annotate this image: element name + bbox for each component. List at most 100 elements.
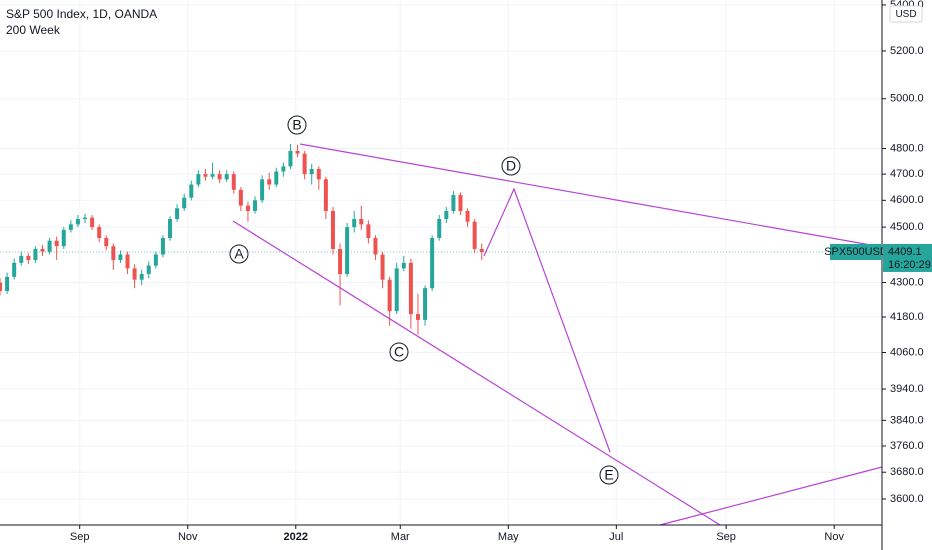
candle-body [0, 282, 2, 292]
price-label: 4409.1 [888, 246, 922, 258]
x-tick-label: Nov [178, 531, 198, 543]
wave-label: A [229, 244, 249, 264]
grid [0, 0, 882, 525]
candle-body [309, 168, 314, 175]
candle-body [380, 254, 385, 280]
candle-body [408, 262, 413, 315]
candle-body [217, 174, 222, 180]
last-price: SPX500USD 4409.116:20:29 [0, 243, 932, 272]
candle-body [132, 268, 137, 280]
x-tick-label: Mar [391, 531, 410, 543]
y-tick-label: 5000.0 [890, 93, 924, 105]
candle-body [146, 265, 151, 275]
candle-body [366, 224, 371, 238]
wave-label: D [501, 156, 521, 176]
x-tick-label: Nov [824, 531, 844, 543]
candle-body [168, 219, 173, 238]
candle-body [451, 195, 456, 211]
candle-body [323, 179, 328, 211]
candle-body [111, 246, 116, 261]
time-axis-bg [0, 525, 882, 550]
candle-body [302, 153, 307, 175]
candle-body [118, 254, 123, 261]
candle-body [68, 224, 73, 230]
candle-body [189, 184, 194, 198]
wave-letter: B [292, 117, 301, 133]
candle-body [458, 195, 463, 211]
x-tick-label: Sep [70, 531, 90, 543]
candle-body [104, 237, 109, 247]
candle-body [26, 255, 31, 261]
candle-body [295, 151, 300, 154]
candle-body [231, 174, 236, 190]
countdown-label: 16:20:29 [888, 259, 931, 271]
candle-body [415, 314, 420, 320]
wave-letter: C [394, 344, 404, 360]
x-tick-label: Jul [609, 531, 623, 543]
wave-letter: D [506, 158, 516, 174]
candle-body [12, 262, 17, 277]
candle-body [5, 276, 10, 292]
candles [0, 143, 484, 335]
candle-body [352, 219, 357, 228]
trend-line [299, 143, 883, 248]
candle-body [210, 174, 215, 177]
candle-body [345, 227, 350, 275]
candle-body [238, 189, 243, 206]
y-tick-label: 5400.0 [890, 0, 924, 11]
candle-body [61, 229, 66, 247]
candle-body [423, 288, 428, 320]
wave-label: B [287, 115, 307, 135]
x-tick-label: Sep [716, 531, 736, 543]
projection-line [483, 187, 611, 453]
candle-body [203, 174, 208, 177]
candle-body [401, 262, 406, 269]
candle-body [196, 174, 201, 185]
y-tick-label: 4600.0 [890, 194, 924, 206]
candle-body [260, 179, 265, 201]
candle-body [465, 210, 470, 222]
trend-line [232, 220, 721, 526]
candle-body [316, 168, 321, 180]
candle-body [160, 237, 165, 255]
wave-drawing[interactable]: A B C D E [229, 115, 883, 526]
candle-body [224, 174, 229, 180]
candle-body [19, 255, 24, 263]
wave-letter: A [234, 246, 244, 262]
candle-body [274, 171, 279, 185]
candle-body [47, 240, 52, 252]
symbol-label: SPX500USD [824, 246, 888, 258]
currency-label[interactable]: USD [895, 9, 916, 20]
candle-body [288, 151, 293, 167]
y-tick-label: 4300.0 [890, 276, 924, 288]
candle-body [267, 179, 272, 185]
candle-body [139, 274, 144, 280]
candle-body [430, 237, 435, 289]
candle-body [253, 200, 258, 211]
candle-body [437, 219, 442, 238]
candle-body [75, 219, 80, 225]
wave-label: E [599, 465, 619, 485]
y-tick-label: 3600.0 [890, 493, 924, 505]
candle-body [245, 205, 250, 211]
y-tick-label: 4800.0 [890, 142, 924, 154]
candle-body [444, 210, 449, 220]
currency-box[interactable] [889, 5, 923, 23]
x-tick-label: May [498, 531, 519, 543]
y-tick-label: 4180.0 [890, 311, 924, 323]
y-tick-label: 5200.0 [890, 45, 924, 57]
wave-letter: E [604, 467, 613, 483]
candle-body [125, 254, 130, 269]
y-tick-label: 4500.0 [890, 221, 924, 233]
candle-body [472, 221, 477, 249]
candle-body [394, 268, 399, 312]
axes: 5400.0 5200.0 5000.0 4800.0 4700.0 4600.0 4500… [70, 0, 924, 543]
candle-body [387, 279, 392, 312]
y-tick-label: 3760.0 [890, 440, 924, 452]
candle-body [330, 210, 335, 249]
candle-body [175, 208, 180, 220]
y-tick-label: 4700.0 [890, 168, 924, 180]
candle-body [40, 248, 45, 252]
symbol-box [830, 243, 882, 260]
candle-body [97, 227, 102, 238]
